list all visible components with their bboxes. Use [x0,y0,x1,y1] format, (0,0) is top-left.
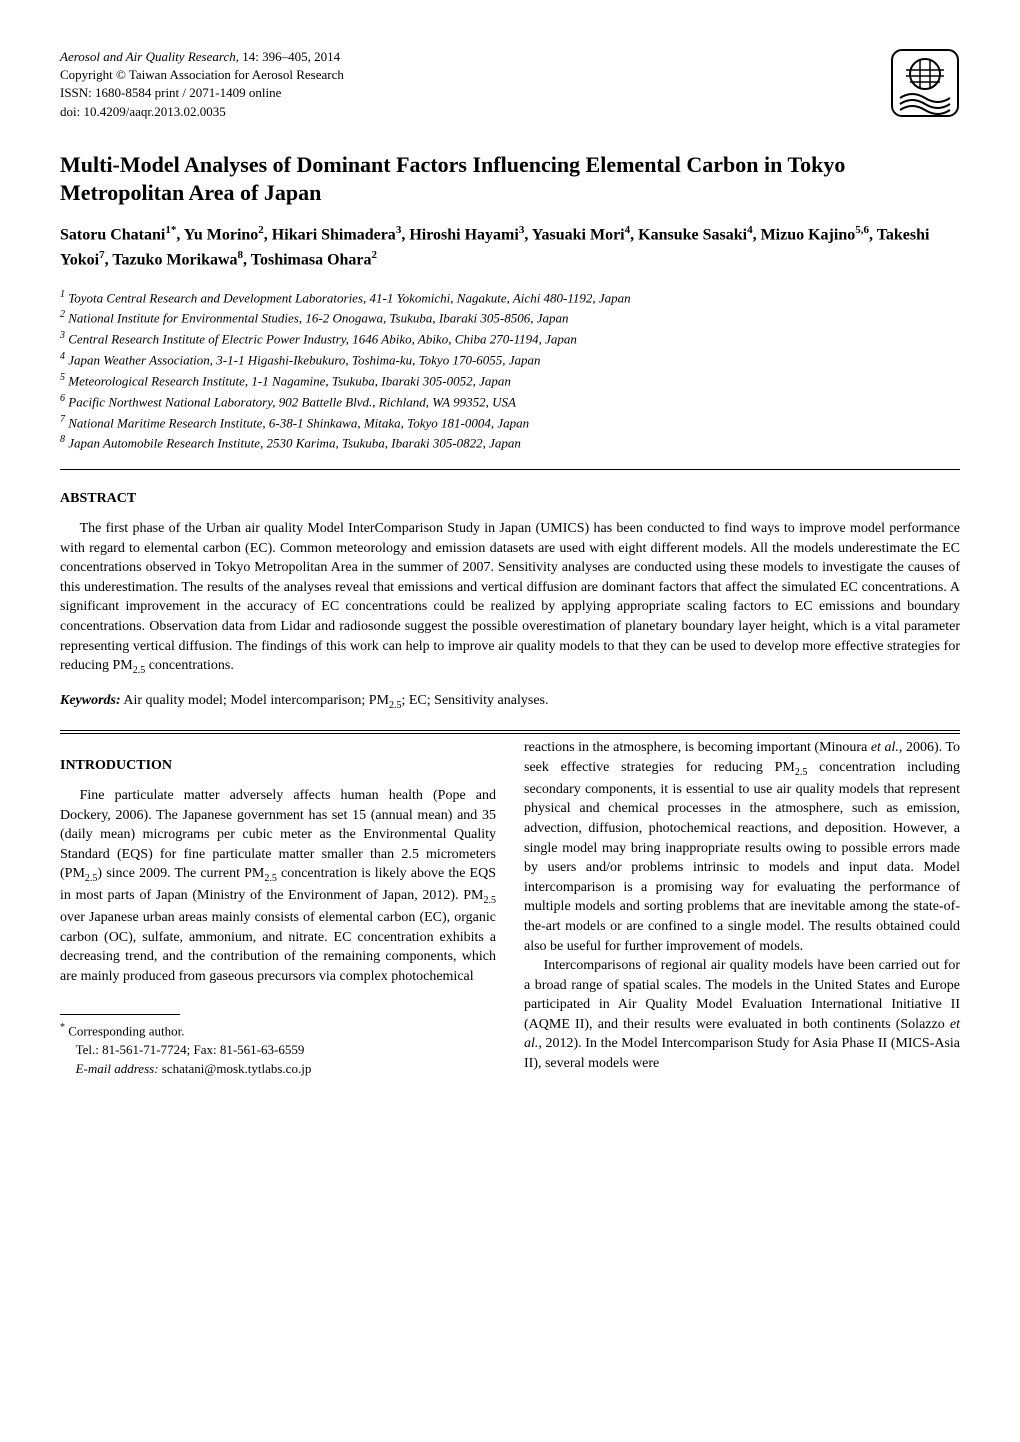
journal-volpages: , 14: 396–405, 2014 [236,49,340,64]
footnote-telfax: Tel.: 81-561-71-7724; Fax: 81-561-63-655… [60,1041,496,1060]
abstract-body: The first phase of the Urban air quality… [60,519,960,678]
affil-num: 1 [60,289,65,300]
footnote-divider [60,1014,180,1015]
header: Aerosol and Air Quality Research, 14: 39… [60,48,960,121]
journal-name: Aerosol and Air Quality Research [60,49,236,64]
affil-text: National Institute for Environmental Stu… [68,311,568,326]
affil-num: 3 [60,330,65,341]
affil-text: Pacific Northwest National Laboratory, 9… [68,394,516,409]
divider [60,469,960,470]
footnote-email: schatani@mosk.tytlabs.co.jp [159,1061,312,1076]
abstract-paragraph: The first phase of the Urban air quality… [60,519,960,678]
footnote-block: * Corresponding author. Tel.: 81-561-71-… [60,1021,496,1079]
affil-text: Japan Automobile Research Institute, 253… [68,436,521,451]
intro-heading: INTRODUCTION [60,756,496,776]
paper-title: Multi-Model Analyses of Dominant Factors… [60,151,960,208]
affil-text: National Maritime Research Institute, 6-… [68,415,529,430]
affil-text: Japan Weather Association, 3-1-1 Higashi… [68,352,540,367]
divider [60,733,960,734]
affil-num: 4 [60,351,65,362]
keywords-text: Air quality model; Model intercomparison… [121,693,549,708]
affil-num: 8 [60,434,65,445]
abstract-heading: ABSTRACT [60,490,960,509]
intro-paragraph-cont: reactions in the atmosphere, is becoming… [524,738,960,956]
affil-text: Meteorological Research Institute, 1-1 N… [68,373,511,388]
affil-num: 2 [60,309,65,320]
footnote-email-label: E-mail address: [76,1061,159,1076]
body-columns: INTRODUCTION Fine particulate matter adv… [60,738,960,1079]
affil-text: Toyota Central Research and Development … [68,290,630,305]
affil-num: 5 [60,372,65,383]
affil-text: Central Research Institute of Electric P… [68,332,577,347]
corresponding-label: Corresponding author. [68,1024,184,1039]
intro-paragraph-2: Intercomparisons of regional air quality… [524,956,960,1074]
keywords-label: Keywords: [60,693,121,708]
affil-num: 7 [60,414,65,425]
doi-line: doi: 10.4209/aaqr.2013.02.0035 [60,103,344,121]
intro-paragraph: Fine particulate matter adversely affect… [60,786,496,986]
affiliations-list: 1 Toyota Central Research and Developmen… [60,287,960,454]
authors-line: Satoru Chatani1*, Yu Morino2, Hikari Shi… [60,222,960,273]
issn-line: ISSN: 1680-8584 print / 2071-1409 online [60,84,344,102]
affil-num: 6 [60,393,65,404]
journal-meta: Aerosol and Air Quality Research, 14: 39… [60,48,344,121]
journal-logo-icon [890,48,960,118]
keywords-line: Keywords: Air quality model; Model inter… [60,692,960,712]
copyright-line: Copyright © Taiwan Association for Aeros… [60,66,344,84]
